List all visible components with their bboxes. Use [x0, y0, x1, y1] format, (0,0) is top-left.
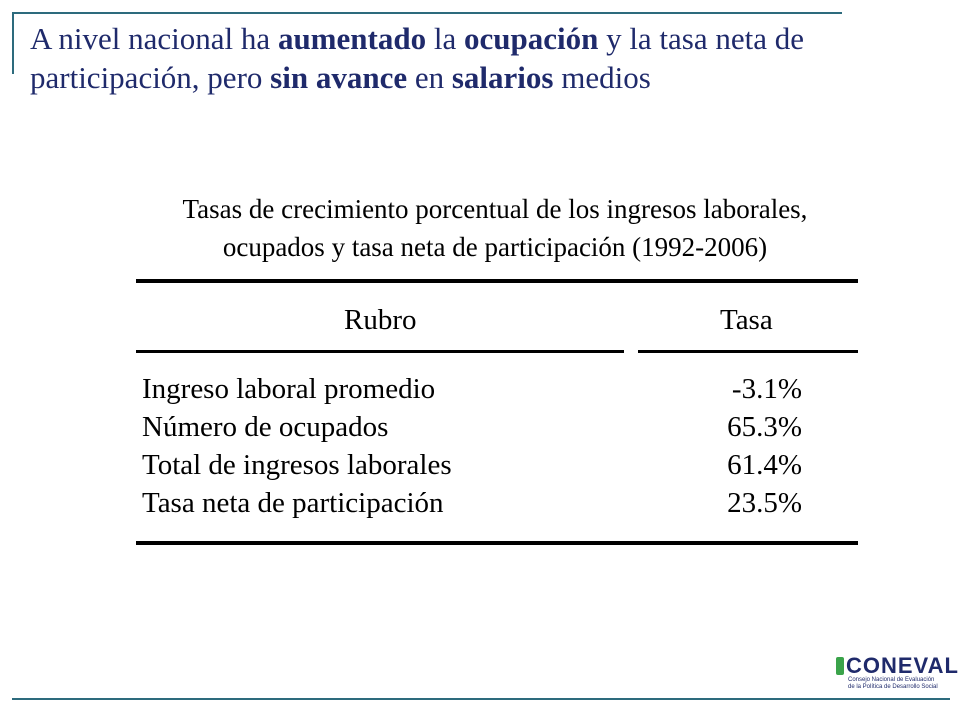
- headline-text: A nivel nacional ha: [30, 21, 278, 56]
- column-header-tasa: Tasa: [720, 304, 773, 336]
- table-row: Ingreso laboral promedio -3.1%: [142, 370, 802, 408]
- headline-text: la: [426, 21, 464, 56]
- table-row: Tasa neta de participación 23.5%: [142, 484, 802, 522]
- coneval-logo: CONEVAL Consejo Nacional de Evaluación d…: [836, 653, 959, 701]
- header-rule-tasa: [638, 350, 858, 353]
- headline-text: y la tasa neta de participación, pero: [30, 21, 805, 95]
- table-title: Tasas de crecimiento porcentual de los i…: [0, 190, 960, 266]
- header-rule-rubro: [136, 350, 624, 353]
- headline-emphasis: sin avance: [270, 60, 408, 95]
- row-label: Total de ingresos laborales: [142, 449, 452, 481]
- headline-emphasis: ocupación: [463, 21, 599, 56]
- headline-emphasis: salarios: [451, 60, 554, 95]
- row-value: 61.4%: [727, 449, 802, 481]
- frame-bottom-line: [12, 698, 950, 700]
- logo-subtitle-line-2: de la Política de Desarrollo Social: [848, 684, 938, 690]
- table-bottom-rule: [136, 541, 858, 545]
- headline-emphasis: aumentado: [277, 21, 427, 56]
- row-label: Número de ocupados: [142, 411, 389, 443]
- slide-headline: A nivel nacional ha aumentado la ocupaci…: [30, 19, 950, 97]
- frame-top-line: [12, 12, 842, 14]
- headline-text: medios: [553, 60, 651, 95]
- table-row: Total de ingresos laborales 61.4%: [142, 446, 802, 484]
- table-row: Número de ocupados 65.3%: [142, 408, 802, 446]
- row-value: 65.3%: [727, 411, 802, 443]
- logo-wordmark: CONEVAL: [846, 653, 959, 678]
- row-label: Tasa neta de participación: [142, 487, 444, 519]
- logo-mark-icon: [836, 657, 844, 675]
- frame-left-line: [12, 12, 14, 74]
- logo-subtitle-line-1: Consejo Nacional de Evaluación: [848, 677, 935, 683]
- row-value: -3.1%: [731, 373, 802, 405]
- headline-text: en: [407, 60, 452, 95]
- table-title-line-2: ocupados y tasa neta de participación (1…: [222, 232, 768, 262]
- row-label: Ingreso laboral promedio: [142, 373, 436, 405]
- table-top-rule: [136, 279, 858, 283]
- column-header-rubro: Rubro: [344, 304, 417, 336]
- table-title-line-1: Tasas de crecimiento porcentual de los i…: [182, 194, 808, 224]
- row-value: 23.5%: [727, 487, 802, 519]
- table-body: Ingreso laboral promedio -3.1% Número de…: [142, 370, 802, 522]
